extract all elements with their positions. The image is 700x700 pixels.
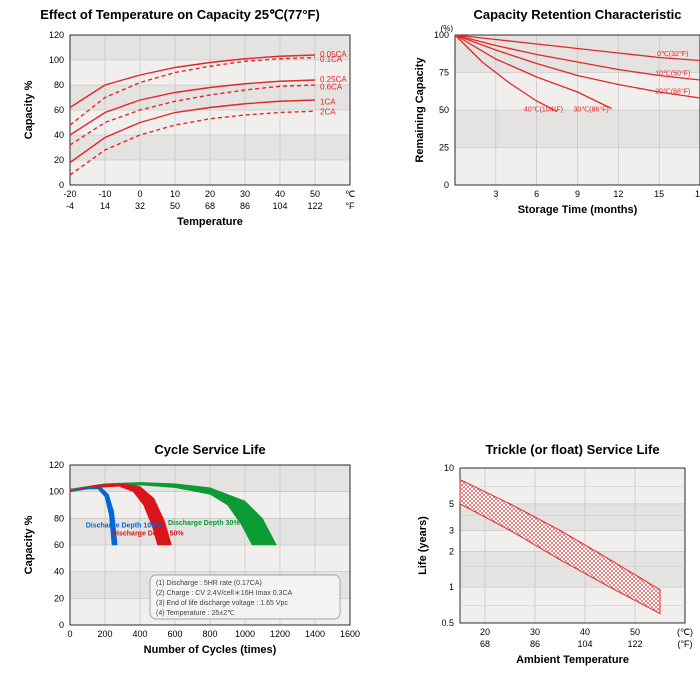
- svg-text:40: 40: [580, 627, 590, 637]
- svg-text:104: 104: [577, 639, 592, 649]
- svg-text:30: 30: [240, 189, 250, 199]
- chart-trickle-life: Trickle (or float) Service Life 0.5 1 2 3 5 10…: [405, 440, 695, 700]
- svg-text:20: 20: [205, 189, 215, 199]
- svg-text:6: 6: [534, 189, 539, 199]
- svg-text:-20: -20: [63, 189, 76, 199]
- svg-text:Trickle (or float) Service Lif: Trickle (or float) Service Life: [485, 442, 659, 457]
- svg-text:50: 50: [310, 189, 320, 199]
- svg-text:1600: 1600: [340, 629, 360, 639]
- svg-text:Cycle Service Life: Cycle Service Life: [154, 442, 265, 457]
- svg-text:Number of Cycles (times): Number of Cycles (times): [144, 644, 277, 656]
- svg-text:10: 10: [444, 463, 454, 473]
- svg-text:2CA: 2CA: [320, 108, 336, 117]
- svg-text:0.1CA: 0.1CA: [320, 55, 343, 64]
- svg-text:0: 0: [59, 620, 64, 630]
- svg-text:122: 122: [307, 201, 322, 211]
- svg-text:18: 18: [695, 189, 700, 199]
- svg-text:2: 2: [449, 546, 454, 556]
- svg-text:0: 0: [137, 189, 142, 199]
- chart-capacity-retention: Capacity Retention Characteristic(%)0℃(3…: [405, 5, 700, 240]
- svg-text:10℃(50°F): 10℃(50°F): [655, 70, 690, 78]
- svg-text:3: 3: [449, 525, 454, 535]
- svg-text:200: 200: [97, 629, 112, 639]
- svg-text:68: 68: [480, 639, 490, 649]
- svg-text:Discharge Depth 50%: Discharge Depth 50%: [112, 531, 184, 538]
- svg-text:25: 25: [439, 143, 449, 153]
- svg-text:Remaining Capacity: Remaining Capacity: [414, 57, 426, 163]
- svg-text:122: 122: [627, 639, 642, 649]
- svg-text:80: 80: [54, 80, 64, 90]
- svg-text:14: 14: [100, 201, 110, 211]
- svg-text:100: 100: [49, 55, 64, 65]
- svg-text:20℃(68°F): 20℃(68°F): [655, 88, 690, 96]
- svg-text:Discharge Depth 100%: Discharge Depth 100%: [86, 523, 162, 530]
- svg-text:20: 20: [480, 627, 490, 637]
- svg-text:Capacity %: Capacity %: [23, 515, 35, 574]
- svg-text:(2) Charge : CV 2.4V/cell＊16H: (2) Charge : CV 2.4V/cell＊16H Imax 0.3CA: [156, 590, 292, 597]
- svg-text:℃: ℃: [345, 189, 355, 199]
- svg-text:104: 104: [272, 201, 287, 211]
- svg-text:60: 60: [54, 540, 64, 550]
- svg-text:Temperature: Temperature: [177, 216, 243, 228]
- svg-text:50: 50: [170, 201, 180, 211]
- svg-text:-4: -4: [66, 201, 74, 211]
- svg-text:1CA: 1CA: [320, 98, 336, 107]
- svg-text:86: 86: [240, 201, 250, 211]
- svg-text:(1) Discharge : 5HR rate (0.17: (1) Discharge : 5HR rate (0.17CA): [156, 580, 262, 587]
- svg-text:-10: -10: [98, 189, 111, 199]
- svg-text:20: 20: [54, 593, 64, 603]
- svg-text:1000: 1000: [235, 629, 255, 639]
- svg-text:40: 40: [54, 130, 64, 140]
- svg-text:(℃): (℃): [677, 627, 693, 637]
- chart-cycle-life: Cycle Service LifeDischarge Depth 100%Di…: [10, 440, 370, 700]
- svg-text:0.5: 0.5: [441, 618, 454, 628]
- svg-text:30: 30: [530, 627, 540, 637]
- svg-text:40: 40: [275, 189, 285, 199]
- svg-text:400: 400: [132, 629, 147, 639]
- svg-text:Ambient Temperature: Ambient Temperature: [516, 654, 629, 666]
- svg-text:Capacity Retention Characteris: Capacity Retention Characteristic: [473, 7, 681, 22]
- svg-text:(°F): (°F): [677, 639, 692, 649]
- svg-text:0.6CA: 0.6CA: [320, 83, 343, 92]
- svg-text:1400: 1400: [305, 629, 325, 639]
- svg-text:0: 0: [67, 629, 72, 639]
- svg-text:9: 9: [575, 189, 580, 199]
- svg-text:600: 600: [167, 629, 182, 639]
- svg-text:30℃(86°F): 30℃(86°F): [574, 106, 609, 114]
- svg-text:68: 68: [205, 201, 215, 211]
- svg-text:°F: °F: [345, 201, 355, 211]
- svg-text:Storage Time (months): Storage Time (months): [518, 204, 638, 216]
- svg-text:(4) Temperature : 25±2℃: (4) Temperature : 25±2℃: [156, 610, 235, 617]
- svg-text:120: 120: [49, 30, 64, 40]
- svg-text:Effect of Temperature on Capac: Effect of Temperature on Capacity 25℃(77…: [40, 7, 320, 22]
- svg-text:120: 120: [49, 460, 64, 470]
- svg-text:100: 100: [434, 30, 449, 40]
- svg-text:75: 75: [439, 68, 449, 78]
- svg-text:1200: 1200: [270, 629, 290, 639]
- svg-text:0: 0: [444, 180, 449, 190]
- svg-text:1: 1: [449, 582, 454, 592]
- svg-text:32: 32: [135, 201, 145, 211]
- svg-text:3: 3: [493, 189, 498, 199]
- svg-text:Discharge Depth 30%: Discharge Depth 30%: [168, 520, 240, 527]
- svg-text:12: 12: [613, 189, 623, 199]
- svg-text:40: 40: [54, 567, 64, 577]
- svg-text:5: 5: [449, 499, 454, 509]
- svg-text:86: 86: [530, 639, 540, 649]
- svg-text:40℃(104°F): 40℃(104°F): [524, 106, 563, 114]
- svg-text:50: 50: [439, 105, 449, 115]
- svg-text:100: 100: [49, 487, 64, 497]
- svg-text:50: 50: [630, 627, 640, 637]
- svg-text:20: 20: [54, 155, 64, 165]
- svg-text:15: 15: [654, 189, 664, 199]
- svg-text:800: 800: [202, 629, 217, 639]
- svg-text:Life (years): Life (years): [417, 516, 429, 575]
- svg-text:10: 10: [170, 189, 180, 199]
- svg-text:Capacity %: Capacity %: [23, 80, 35, 139]
- svg-text:0℃(32°F): 0℃(32°F): [657, 50, 688, 58]
- chart-temp-capacity: Effect of Temperature on Capacity 25℃(77…: [10, 5, 370, 240]
- svg-text:80: 80: [54, 513, 64, 523]
- svg-text:(3) End of life discharge volt: (3) End of life discharge voltage : 1.65…: [156, 600, 288, 607]
- svg-text:60: 60: [54, 105, 64, 115]
